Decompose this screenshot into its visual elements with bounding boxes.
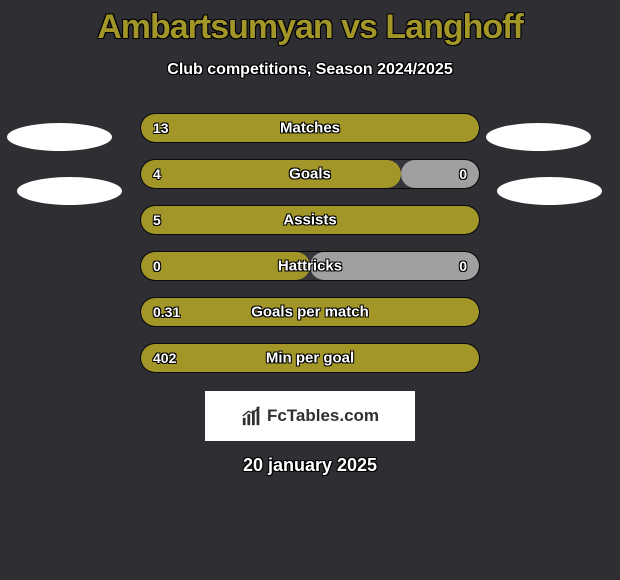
stat-row: 0 0 Hattricks <box>140 251 480 281</box>
row-label: Goals per match <box>251 304 369 321</box>
row-label: Matches <box>280 120 340 137</box>
bar-left <box>141 160 401 188</box>
stat-row: 5 Assists <box>140 205 480 235</box>
value-right: 0 <box>459 166 467 182</box>
player-placeholder <box>497 177 602 205</box>
bar-right <box>401 160 479 188</box>
stat-row: 4 0 Goals <box>140 159 480 189</box>
row-label: Min per goal <box>266 350 354 367</box>
value-left: 13 <box>153 120 169 136</box>
row-label: Hattricks <box>278 258 342 275</box>
value-left: 402 <box>153 350 176 366</box>
value-left: 0.31 <box>153 304 180 320</box>
stat-row: 0.31 Goals per match <box>140 297 480 327</box>
value-left: 5 <box>153 212 161 228</box>
chart-icon <box>241 405 263 427</box>
player-placeholder <box>17 177 122 205</box>
player-placeholder <box>7 123 112 151</box>
subtitle: Club competitions, Season 2024/2025 <box>0 61 620 79</box>
branding-text: FcTables.com <box>267 406 379 426</box>
value-left: 4 <box>153 166 161 182</box>
row-label: Goals <box>289 166 331 183</box>
stat-row: 13 Matches <box>140 113 480 143</box>
value-right: 0 <box>459 258 467 274</box>
stat-row: 402 Min per goal <box>140 343 480 373</box>
branding-badge: FcTables.com <box>205 391 415 441</box>
stat-rows: 13 Matches 4 0 Goals 5 Assists 0 0 Hattricks 0.31 G… <box>0 113 620 373</box>
row-label: Assists <box>283 212 336 229</box>
player-placeholder <box>486 123 591 151</box>
date-label: 20 january 2025 <box>0 455 620 476</box>
value-left: 0 <box>153 258 161 274</box>
page-title: Ambartsumyan vs Langhoff <box>0 0 620 47</box>
